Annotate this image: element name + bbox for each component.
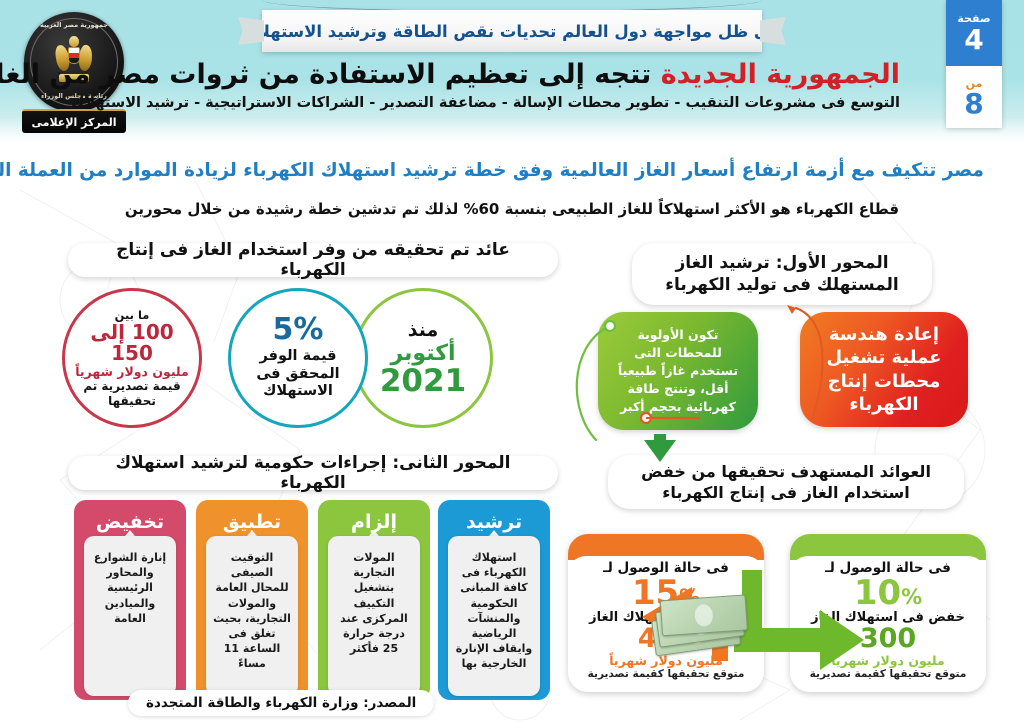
since-date-circle[interactable]: منذ أكتوبر 2021 [353,288,493,428]
target-percent: 10% [853,573,923,613]
top-ribbon-banner: فى ظل مواجهة دول العالم تحديات نقص الطاق… [243,10,781,52]
emblem-name-plate: المركز الإعلامى [22,109,126,133]
eagle-head [69,36,79,47]
measure-card-notch [365,530,383,541]
measure-card-rationalize[interactable]: ترشيد استهلاك الكهرباء فى كافة المبانى ا… [438,500,550,700]
page-title-accent: الجمهورية الجديدة [660,59,900,90]
intro-headline: مصر تتكيف مع أزمة ارتفاع أسعار الغاز الع… [0,160,984,181]
target-unit: مليون دولار شهرياً [609,653,723,669]
header-band [0,0,1024,143]
page-counter: صفحة 4 من 8 [946,0,1002,128]
emblem-arc-bottom-text: رئاسة مجلس الوزراء [41,92,107,100]
measure-card-body: استهلاك الكهرباء فى كافة المبانى الحكومي… [448,536,540,696]
measure-card-notch [485,530,503,541]
green-down-arrow-icon [644,434,676,462]
measure-card-title: إلزام [351,511,397,533]
target-detail: خفض فى استهلاك الغاز [811,609,965,625]
page-subtitle: التوسع فى مشروعات التنقيب - تطوير محطات … [71,95,900,111]
eagle-base-plinth [59,74,89,82]
emblem-plate-text: المركز الإعلامى [31,115,117,129]
measure-card-title: تخفيض [95,511,165,533]
page-number: 4 [964,23,984,56]
axis1-title: المحور الأول: ترشيد الغاز المستهلك فى تو… [665,252,899,295]
since-month: أكتوبر [390,341,456,366]
target-box-top-bar [790,534,986,560]
export-value-prefix: ما بين [114,307,150,322]
measure-card-notch [121,530,139,541]
measure-card-reduce[interactable]: تخفيض إنارة الشوارع والمحاور الرئيسية وا… [74,500,186,700]
target-condition: فى حالة الوصول لـ [825,560,951,576]
since-label: منذ [407,319,439,341]
savings-percent-circle[interactable]: 5% قيمة الوفر المحقق فى الاستهلاك [228,288,368,428]
axis1-connector-lines [575,305,824,442]
page-counter-total: من 8 [946,66,1002,128]
measure-card-title: ترشيد [465,511,523,533]
dollar-bill [659,594,748,637]
target-note: متوقع تحقيقها كقيمة تصديرية [587,668,745,681]
returns-title: عائد تم تحقيقه من وفر استخدام الغاز فى إ… [116,240,510,280]
export-value-unit: مليون دولار شهرياً [75,364,189,380]
measure-card-body: إنارة الشوارع والمحاور الرئيسية والميادي… [84,536,176,696]
targets-title-pill: العوائد المستهدف تحقيقها من خفض استخدام … [608,455,964,509]
axis1-red-box: إعادة هندسة عملية تشغيل محطات إنتاج الكه… [800,312,968,427]
government-emblem-logo: جمهورية مصر العربية رئاسة مجلس الوزراء ا… [16,8,132,133]
target-box-content: فى حالة الوصول لـ 15% خفض فى استهلاك الغ… [568,556,764,692]
axis1-green-box: تكون الأولوية للمحطات التى تستخدم غازاً … [598,312,758,430]
axis2-title-pill: المحور الثانى: إجراءات حكومية لترشيد است… [68,453,558,493]
page-title-rest: تتجه إلى تعظيم الاستفادة من ثروات مصر من… [0,59,652,90]
export-value-desc: قيمة تصديرية تم تحقيقها [83,379,181,408]
measure-card-apply[interactable]: تطبيق التوقيت الصيفى للمحال العامة والمو… [196,500,308,700]
measure-card-body: المولات التجارية بتشغيل التكييف المركزى … [328,536,420,696]
measure-card-mandate[interactable]: إلزام المولات التجارية بتشغيل التكييف ال… [318,500,430,700]
since-year: 2021 [379,363,467,399]
targets-title: العوائد المستهدف تحقيقها من خفض استخدام … [641,461,931,502]
intro-subtext: قطاع الكهرباء هو الأكثر استهلاكاً للغاز … [124,200,900,218]
axis2-title: المحور الثانى: إجراءات حكومية لترشيد است… [115,453,511,493]
target-box-top-bar [568,534,764,560]
page-counter-current: صفحة 4 [946,0,1002,66]
source-note: المصدر: وزارة الكهرباء والطاقة المتجددة [128,690,435,716]
axis1-title-pill: المحور الأول: ترشيد الغاز المستهلك فى تو… [632,243,932,305]
target-percent-value: 10 [853,573,902,613]
savings-percent-value: 5% [272,311,324,347]
green-arrow-icon [734,570,864,670]
export-value-circle[interactable]: ما بين 100 إلى 150 مليون دولار شهرياً قي… [62,288,202,428]
measure-card-title: تطبيق [222,511,282,533]
axis1-green-box-text: تكون الأولوية للمحطات التى تستخدم غازاً … [617,326,739,415]
page-label: صفحة [957,12,991,25]
target-unit: مليون دولار شهرياً [831,653,945,669]
axis1-red-box-text: إعادة هندسة عملية تشغيل محطات إنتاج الكه… [826,324,942,415]
emblem-arc-top-text: جمهورية مصر العربية [40,21,108,29]
target-condition: فى حالة الوصول لـ [603,560,729,576]
returns-title-pill: عائد تم تحقيقه من وفر استخدام الغاز فى إ… [68,240,558,280]
target-note: متوقع تحقيقها كقيمة تصديرية [809,668,967,681]
target-percent-symbol: % [901,585,923,609]
target-amount: 300 [859,622,917,654]
emblem-ring [30,18,118,106]
total-pages: 8 [964,86,984,120]
export-value-range: 100 إلى 150 [90,319,174,366]
eagle-of-saladin-icon [54,36,94,82]
savings-percent-desc: قيمة الوفر المحقق فى الاستهلاك [256,347,340,400]
page-title: الجمهورية الجديدة تتجه إلى تعظيم الاستفا… [0,59,900,90]
measure-card-body: التوقيت الصيفى للمحال العامة والمولات ال… [206,536,298,696]
measure-card-notch [243,530,261,541]
eagle-shield-flag [68,47,80,64]
of-label: من [965,76,983,90]
ribbon-text: فى ظل مواجهة دول العالم تحديات نقص الطاق… [242,21,782,41]
